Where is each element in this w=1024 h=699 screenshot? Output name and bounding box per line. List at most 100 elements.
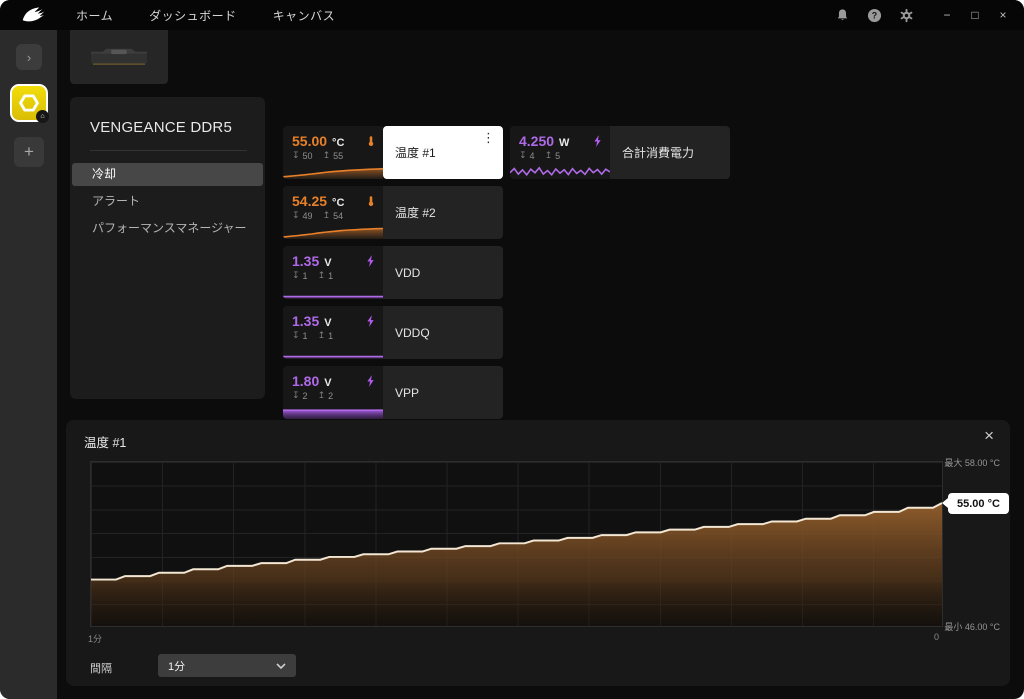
sensor-value: 1.80 bbox=[292, 373, 320, 389]
device-name-title: VENGEANCE DDR5 bbox=[90, 119, 232, 136]
sensor-value: 1.35 bbox=[292, 253, 320, 269]
nav-canvas[interactable]: キャンバス bbox=[272, 8, 336, 23]
add-device-button[interactable]: + bbox=[14, 137, 44, 167]
bolt-icon bbox=[594, 135, 601, 147]
ram-stick-image bbox=[91, 48, 147, 65]
sparkline bbox=[283, 408, 383, 419]
min-marker-icon: ↧ bbox=[292, 390, 300, 400]
tile-label: VDDQ bbox=[383, 306, 503, 359]
tile-label: VDD bbox=[383, 246, 503, 299]
sensor-name: VPP bbox=[395, 385, 420, 400]
sensor-tile-vddq[interactable]: 1.35 V ↧ 1 ↥ 1 VDDQ bbox=[283, 306, 503, 359]
max-value: 1 bbox=[328, 270, 334, 281]
min-marker-icon: ↧ bbox=[292, 210, 300, 220]
close-panel-icon[interactable]: × bbox=[984, 426, 994, 445]
tile-value-box: 1.35 V ↧ 1 ↥ 1 bbox=[283, 306, 383, 359]
chevron-down-icon bbox=[276, 662, 286, 669]
max-value: 2 bbox=[328, 390, 334, 401]
min-marker-icon: ↧ bbox=[519, 150, 527, 160]
sensor-name: 合計消費電力 bbox=[622, 146, 695, 160]
kebab-menu-icon[interactable]: ⋮ bbox=[482, 130, 495, 145]
divider bbox=[90, 150, 247, 151]
current-value-badge: 55.00 °C bbox=[942, 493, 1009, 514]
thermometer-icon bbox=[368, 196, 374, 207]
bolt-icon bbox=[367, 255, 374, 267]
max-marker-icon: ↥ bbox=[322, 150, 331, 160]
sensor-unit: V bbox=[324, 317, 332, 329]
temperature-chart[interactable] bbox=[90, 461, 943, 627]
sensor-tile-temp2[interactable]: 54.25 °C ↧ 49 ↥ 54 温度 #2 bbox=[283, 186, 503, 239]
sensor-name: VDD bbox=[395, 265, 421, 280]
interval-dropdown[interactable]: 1分 bbox=[158, 654, 296, 677]
interval-label: 間隔 bbox=[90, 663, 112, 675]
max-marker-icon: ↥ bbox=[317, 330, 326, 340]
thermometer-icon bbox=[368, 136, 374, 147]
main-nav: ホーム ダッシュボード キャンバス bbox=[76, 7, 335, 24]
sensor-name: VDDQ bbox=[395, 325, 430, 340]
y-axis-min-label: 最小 46.00 °C bbox=[944, 622, 1000, 632]
min-value: 2 bbox=[302, 390, 308, 401]
device-tile-vengeance[interactable]: ⌂ bbox=[10, 84, 49, 123]
menu-item-alerts[interactable]: アラート bbox=[92, 194, 141, 208]
sensor-tile-total-power[interactable]: 4.250 W ↧ 4 ↥ 5 合計消費電力 bbox=[510, 126, 730, 179]
sensor-unit: W bbox=[559, 137, 570, 149]
expand-rail-button[interactable]: › bbox=[16, 44, 42, 70]
corsair-logo-icon bbox=[22, 6, 46, 24]
tile-label: VPP bbox=[383, 366, 503, 419]
max-marker-icon: ↥ bbox=[317, 390, 326, 400]
minimize-button[interactable]: − bbox=[943, 8, 951, 22]
max-value: 55 bbox=[333, 150, 344, 161]
bolt-icon bbox=[367, 375, 374, 387]
notifications-bell-icon[interactable] bbox=[834, 7, 850, 23]
min-marker-icon: ↧ bbox=[292, 150, 300, 160]
max-marker-icon: ↥ bbox=[544, 150, 553, 160]
max-value: 54 bbox=[333, 210, 344, 221]
tile-label: 合計消費電力 bbox=[610, 126, 730, 179]
min-value: 1 bbox=[302, 270, 308, 281]
tile-value-box: 1.80 V ↧ 2 ↥ 2 bbox=[283, 366, 383, 419]
sensor-value: 55.00 bbox=[292, 133, 328, 149]
nav-dashboard[interactable]: ダッシュボード bbox=[149, 8, 237, 23]
temperature-graph-panel: 温度 #1 × 最大 58.00 °C 最小 46.00 °C 1分 0 55.… bbox=[66, 420, 1010, 686]
menu-item-cooling[interactable]: 冷却 bbox=[72, 163, 263, 186]
device-menu-panel: VENGEANCE DDR5 冷却 アラート パフォーマンスマネージャー bbox=[70, 97, 265, 399]
sparkline bbox=[283, 165, 383, 179]
titlebar: ホーム ダッシュボード キャンバス ? bbox=[0, 0, 1024, 30]
tile-value-box: 54.25 °C ↧ 49 ↥ 54 bbox=[283, 186, 383, 239]
help-icon[interactable]: ? bbox=[866, 7, 882, 23]
settings-gear-icon[interactable] bbox=[898, 7, 914, 23]
device-badge-icon: ⌂ bbox=[36, 110, 49, 123]
sensor-value: 1.35 bbox=[292, 313, 320, 329]
menu-item-performance-manager[interactable]: パフォーマンスマネージャー bbox=[92, 221, 247, 235]
device-tab[interactable] bbox=[70, 30, 168, 84]
sensor-unit: °C bbox=[332, 137, 345, 149]
sensor-unit: °C bbox=[332, 197, 345, 209]
tile-value-box: 4.250 W ↧ 4 ↥ 5 bbox=[510, 126, 610, 179]
close-window-button[interactable]: × bbox=[999, 8, 1007, 22]
x-axis-left-label: 1分 bbox=[88, 634, 103, 644]
min-value: 49 bbox=[302, 210, 313, 221]
min-value: 4 bbox=[529, 150, 535, 161]
min-marker-icon: ↧ bbox=[292, 330, 300, 340]
sparkline bbox=[283, 291, 383, 299]
max-value: 1 bbox=[328, 330, 334, 341]
sensor-name: 温度 #2 bbox=[395, 206, 436, 220]
nav-home[interactable]: ホーム bbox=[76, 8, 114, 23]
hexagon-icon bbox=[19, 94, 39, 112]
x-axis-right-label: 0 bbox=[934, 632, 940, 642]
min-value: 50 bbox=[302, 150, 313, 161]
sparkline bbox=[283, 225, 383, 239]
sensor-unit: V bbox=[324, 377, 332, 389]
sensor-tile-vpp[interactable]: 1.80 V ↧ 2 ↥ 2 VPP bbox=[283, 366, 503, 419]
min-marker-icon: ↧ bbox=[292, 270, 300, 280]
sensor-value: 54.25 bbox=[292, 193, 328, 209]
maximize-button[interactable]: □ bbox=[971, 8, 979, 22]
sensor-tile-temp1[interactable]: 55.00 °C ↧ 50 ↥ 55 温度 #1 ⋮ bbox=[283, 126, 503, 179]
sparkline bbox=[283, 351, 383, 359]
sensor-tile-vdd[interactable]: 1.35 V ↧ 1 ↥ 1 VDD bbox=[283, 246, 503, 299]
tile-value-box: 1.35 V ↧ 1 ↥ 1 bbox=[283, 246, 383, 299]
tile-label: 温度 #1 ⋮ bbox=[383, 126, 503, 179]
sensor-value: 4.250 bbox=[519, 133, 555, 149]
interval-dropdown-value: 1分 bbox=[168, 660, 186, 673]
